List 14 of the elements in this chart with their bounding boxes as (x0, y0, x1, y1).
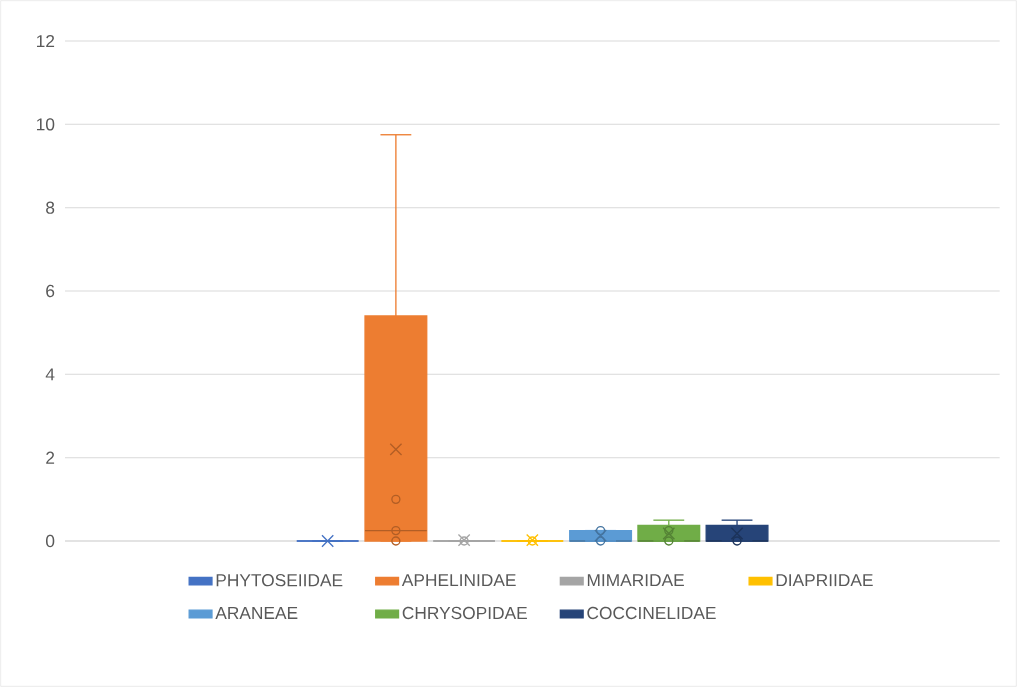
y-tick-label: 8 (46, 201, 55, 214)
y-tick-label: 6 (46, 284, 55, 298)
legend-label: ARANEAE (215, 606, 298, 619)
legend-label: MIMARIDAE (587, 574, 684, 587)
legend-label: PHYTOSEIIDAE (216, 574, 343, 587)
legend-label: CHRYSOPIDAE (402, 606, 527, 620)
legend-label: APHELINIDAE (401, 574, 516, 587)
legend-label: DIAPRIIDAE (776, 574, 873, 587)
legend-label: COCCINELIDAE (587, 606, 716, 620)
y-tick-label: 12 (37, 34, 55, 48)
y-tick-label: 4 (45, 368, 55, 381)
y-tick-label: 10 (37, 118, 55, 131)
y-tick-label: 0 (45, 534, 55, 548)
y-tick-label: 2 (46, 451, 55, 464)
